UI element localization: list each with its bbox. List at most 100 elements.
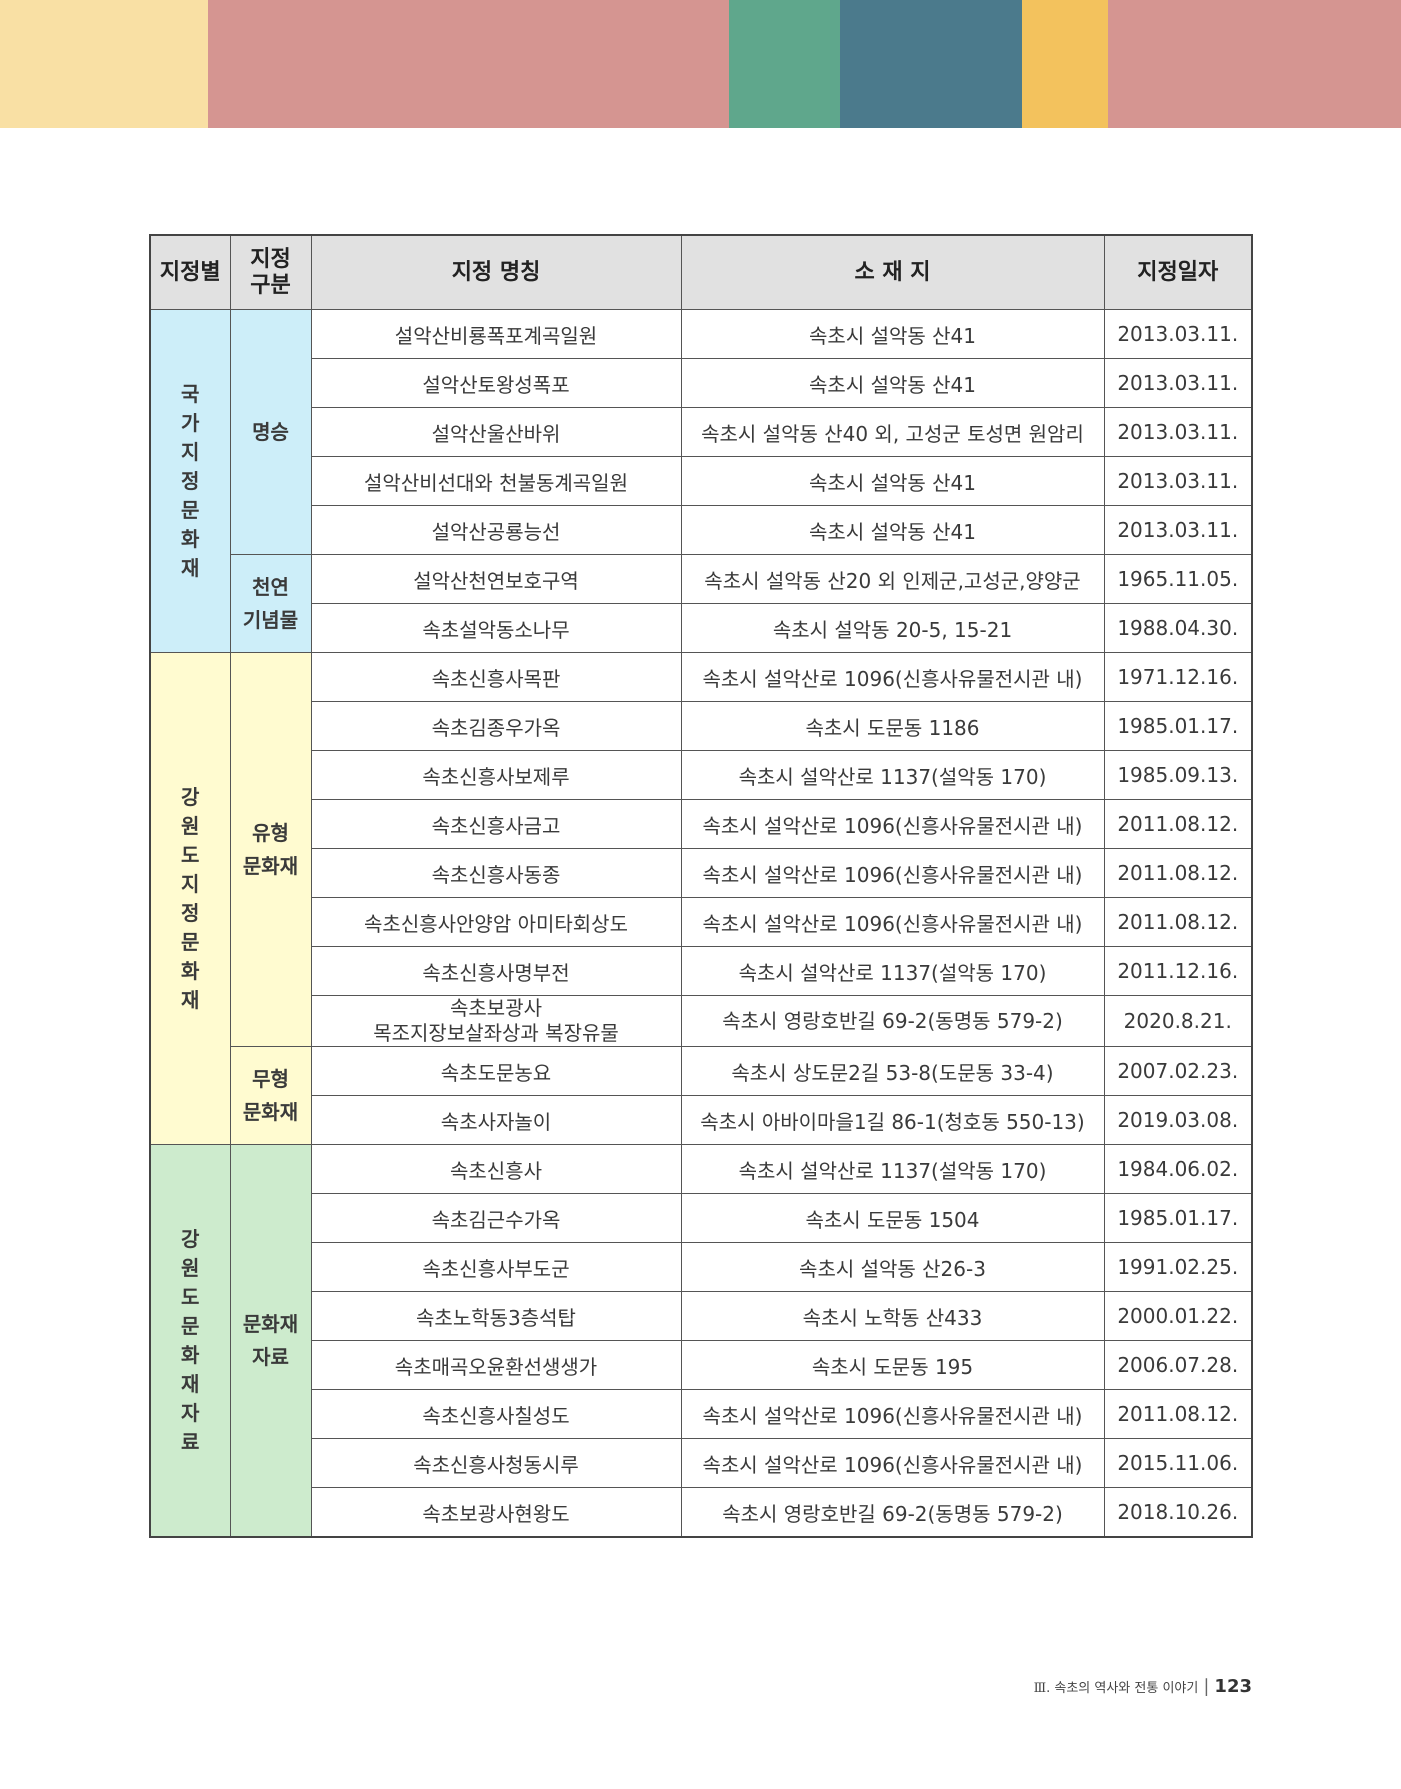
- heritage-name: 설악산공룡능선: [431, 519, 561, 544]
- name-cell: 설악산비선대와 천불동계곡일원: [310, 456, 682, 506]
- heritage-name: 설악산비선대와 천불동계곡일원: [364, 470, 628, 495]
- table-header-row: 지정별 지정 구분 지정 명칭 소 재 지 지정일자: [149, 234, 1253, 310]
- heritage-name: 속초신흥사동종: [431, 862, 561, 887]
- date-cell: 2011.08.12.: [1103, 897, 1253, 947]
- color-bar-segment-5: [1022, 0, 1108, 128]
- subcategory-label: 천연: [252, 574, 289, 599]
- date-cell: 1985.01.17.: [1103, 1193, 1253, 1243]
- header-location: 소 재 지: [680, 234, 1105, 310]
- header-name: 지정 명칭: [310, 234, 682, 310]
- name-cell: 속초신흥사청동시루: [310, 1438, 682, 1488]
- heritage-name: 속초신흥사보제루: [422, 764, 570, 789]
- category-label: 강원도문화재자료: [181, 1226, 200, 1454]
- location-cell: 속초시 설악산로 1096(신흥사유물전시관 내): [680, 652, 1105, 702]
- table-row: 속초신흥사안양암 아미타회상도 속초시 설악산로 1096(신흥사유물전시관 내)…: [150, 897, 1253, 947]
- name-cell: 속초신흥사: [310, 1144, 682, 1194]
- color-bar-segment-3: [729, 0, 840, 128]
- table-row: 설악산비선대와 천불동계곡일원 속초시 설악동 산41 2013.03.11.: [150, 456, 1253, 506]
- date-cell: 2007.02.23.: [1103, 1046, 1253, 1096]
- name-cell: 속초김종우가옥: [310, 701, 682, 751]
- location-cell: 속초시 설악산로 1137(설악동 170): [680, 1144, 1105, 1194]
- date-cell: 2006.07.28.: [1103, 1340, 1253, 1390]
- heritage-name: 속초신흥사청동시루: [413, 1452, 579, 1477]
- heritage-name: 속초신흥사부도군: [422, 1256, 570, 1281]
- name-cell: 설악산비룡폭포계곡일원: [310, 309, 682, 359]
- location-cell: 속초시 설악동 산40 외, 고성군 토성면 원암리: [680, 407, 1105, 457]
- subcategory-label: 문화재: [242, 1311, 299, 1336]
- location-cell: 속초시 설악동 산41: [680, 456, 1105, 506]
- table-row: 강원도문화재자료 문화재 자료 속초신흥사 속초시 설악산로 1137(설악동 170)…: [149, 1144, 1253, 1538]
- heritage-name: 속초도문농요: [440, 1060, 552, 1085]
- heritage-name: 속초보광사: [450, 996, 542, 1020]
- location-cell: 속초시 도문동 1186: [680, 701, 1105, 751]
- date-cell: 1991.02.25.: [1103, 1242, 1253, 1292]
- header-subcategory-line2: 구분: [250, 272, 291, 298]
- table-row: 속초신흥사보제루 속초시 설악산로 1137(설악동 170) 1985.09.13…: [150, 750, 1253, 800]
- name-cell: 속초신흥사부도군: [310, 1242, 682, 1292]
- subcategory-label: 문화재: [242, 853, 299, 878]
- date-cell: 2013.03.11.: [1103, 309, 1253, 359]
- name-cell: 속초신흥사동종: [310, 848, 682, 898]
- date-cell: 2011.08.12.: [1103, 1389, 1253, 1439]
- heritage-name: 속초신흥사: [450, 1158, 542, 1183]
- location-cell: 속초시 아바이마을1길 86-1(청호동 550-13): [680, 1095, 1105, 1145]
- table-row: 속초사자놀이 속초시 아바이마을1길 86-1(청호동 550-13) 2019.0…: [150, 1095, 1253, 1145]
- color-bar-segment-6: [1108, 0, 1401, 128]
- date-cell: 2015.11.06.: [1103, 1438, 1253, 1488]
- location-cell: 속초시 설악산로 1096(신흥사유물전시관 내): [680, 799, 1105, 849]
- location-cell: 속초시 노학동 산433: [680, 1291, 1105, 1341]
- name-cell: 속초보광사현왕도: [310, 1487, 682, 1538]
- location-cell: 속초시 도문동 1504: [680, 1193, 1105, 1243]
- table-row: 속초신흥사명부전 속초시 설악산로 1137(설악동 170) 2011.12.16…: [150, 946, 1253, 996]
- subcategory-label: 명승: [252, 419, 289, 444]
- header-date: 지정일자: [1103, 234, 1253, 310]
- location-cell: 속초시 도문동 195: [680, 1340, 1105, 1390]
- name-cell: 속초신흥사목판: [310, 652, 682, 702]
- heritage-name: 속초신흥사명부전: [422, 960, 570, 985]
- name-cell: 속초사자놀이: [310, 1095, 682, 1145]
- date-cell: 2018.10.26.: [1103, 1487, 1253, 1538]
- table-row: 무형 문화재 속초도문농요 속초시 상도문2길 53-8(도문동 33-4) 2007.…: [150, 1046, 1253, 1145]
- subcategory-cell: 천연 기념물: [229, 554, 312, 653]
- header-subcategory-line1: 지정: [250, 246, 291, 272]
- table-row: 속초신흥사청동시루 속초시 설악산로 1096(신흥사유물전시관 내) 2015.1…: [150, 1438, 1253, 1488]
- heritage-name: 목조지장보살좌상과 복장유물: [373, 1021, 619, 1045]
- table-row: 속초노학동3층석탑 속초시 노학동 산433 2000.01.22.: [150, 1291, 1253, 1341]
- table-row: 설악산공룡능선 속초시 설악동 산41 2013.03.11.: [150, 505, 1253, 555]
- location-cell: 속초시 설악산로 1096(신흥사유물전시관 내): [680, 1389, 1105, 1439]
- category-cell: 강원도지정문화재: [149, 652, 231, 1145]
- name-cell: 속초설악동소나무: [310, 603, 682, 653]
- date-cell: 2020.8.21.: [1103, 995, 1253, 1047]
- date-cell: 1985.01.17.: [1103, 701, 1253, 751]
- subcategory-cell: 명승: [229, 309, 312, 555]
- table-row: 속초신흥사금고 속초시 설악산로 1096(신흥사유물전시관 내) 2011.08.…: [150, 799, 1253, 849]
- table-row: 천연 기념물 설악산천연보호구역 속초시 설악동 산20 외 인제군,고성군,양양군 1…: [150, 554, 1253, 653]
- subcategory-label: 유형: [252, 820, 289, 845]
- category-label: 국가지정문화재: [181, 381, 200, 580]
- date-cell: 1985.09.13.: [1103, 750, 1253, 800]
- location-cell: 속초시 설악동 산41: [680, 505, 1105, 555]
- table-row: 속초김종우가옥 속초시 도문동 1186 1985.01.17.: [150, 701, 1253, 751]
- name-cell: 속초신흥사명부전: [310, 946, 682, 996]
- location-cell: 속초시 설악산로 1096(신흥사유물전시관 내): [680, 848, 1105, 898]
- heritage-name: 설악산비룡폭포계곡일원: [394, 323, 598, 348]
- table-row: 속초신흥사칠성도 속초시 설악산로 1096(신흥사유물전시관 내) 2011.08…: [150, 1389, 1253, 1439]
- footer-separator: |: [1203, 1676, 1210, 1697]
- table-row: 설악산토왕성폭포 속초시 설악동 산41 2013.03.11.: [150, 358, 1253, 408]
- location-cell: 속초시 설악동 산26-3: [680, 1242, 1105, 1292]
- date-cell: 1971.12.16.: [1103, 652, 1253, 702]
- location-cell: 속초시 설악산로 1137(설악동 170): [680, 750, 1105, 800]
- heritage-name: 설악산울산바위: [431, 421, 561, 446]
- top-color-bar: [0, 0, 1401, 128]
- heritage-name: 설악산토왕성폭포: [422, 372, 570, 397]
- location-cell: 속초시 상도문2길 53-8(도문동 33-4): [680, 1046, 1105, 1096]
- table-row: 속초김근수가옥 속초시 도문동 1504 1985.01.17.: [150, 1193, 1253, 1243]
- heritage-table: 지정별 지정 구분 지정 명칭 소 재 지 지정일자 국가지정문화재 명승 설악산비…: [149, 234, 1253, 1538]
- heritage-name: 속초김근수가옥: [431, 1207, 561, 1232]
- date-cell: 2000.01.22.: [1103, 1291, 1253, 1341]
- heritage-name: 속초보광사현왕도: [422, 1501, 570, 1526]
- date-cell: 1988.04.30.: [1103, 603, 1253, 653]
- name-cell: 설악산공룡능선: [310, 505, 682, 555]
- subcategory-cell: 무형 문화재: [229, 1046, 312, 1145]
- location-cell: 속초시 영랑호반길 69-2(동명동 579-2): [680, 1487, 1105, 1538]
